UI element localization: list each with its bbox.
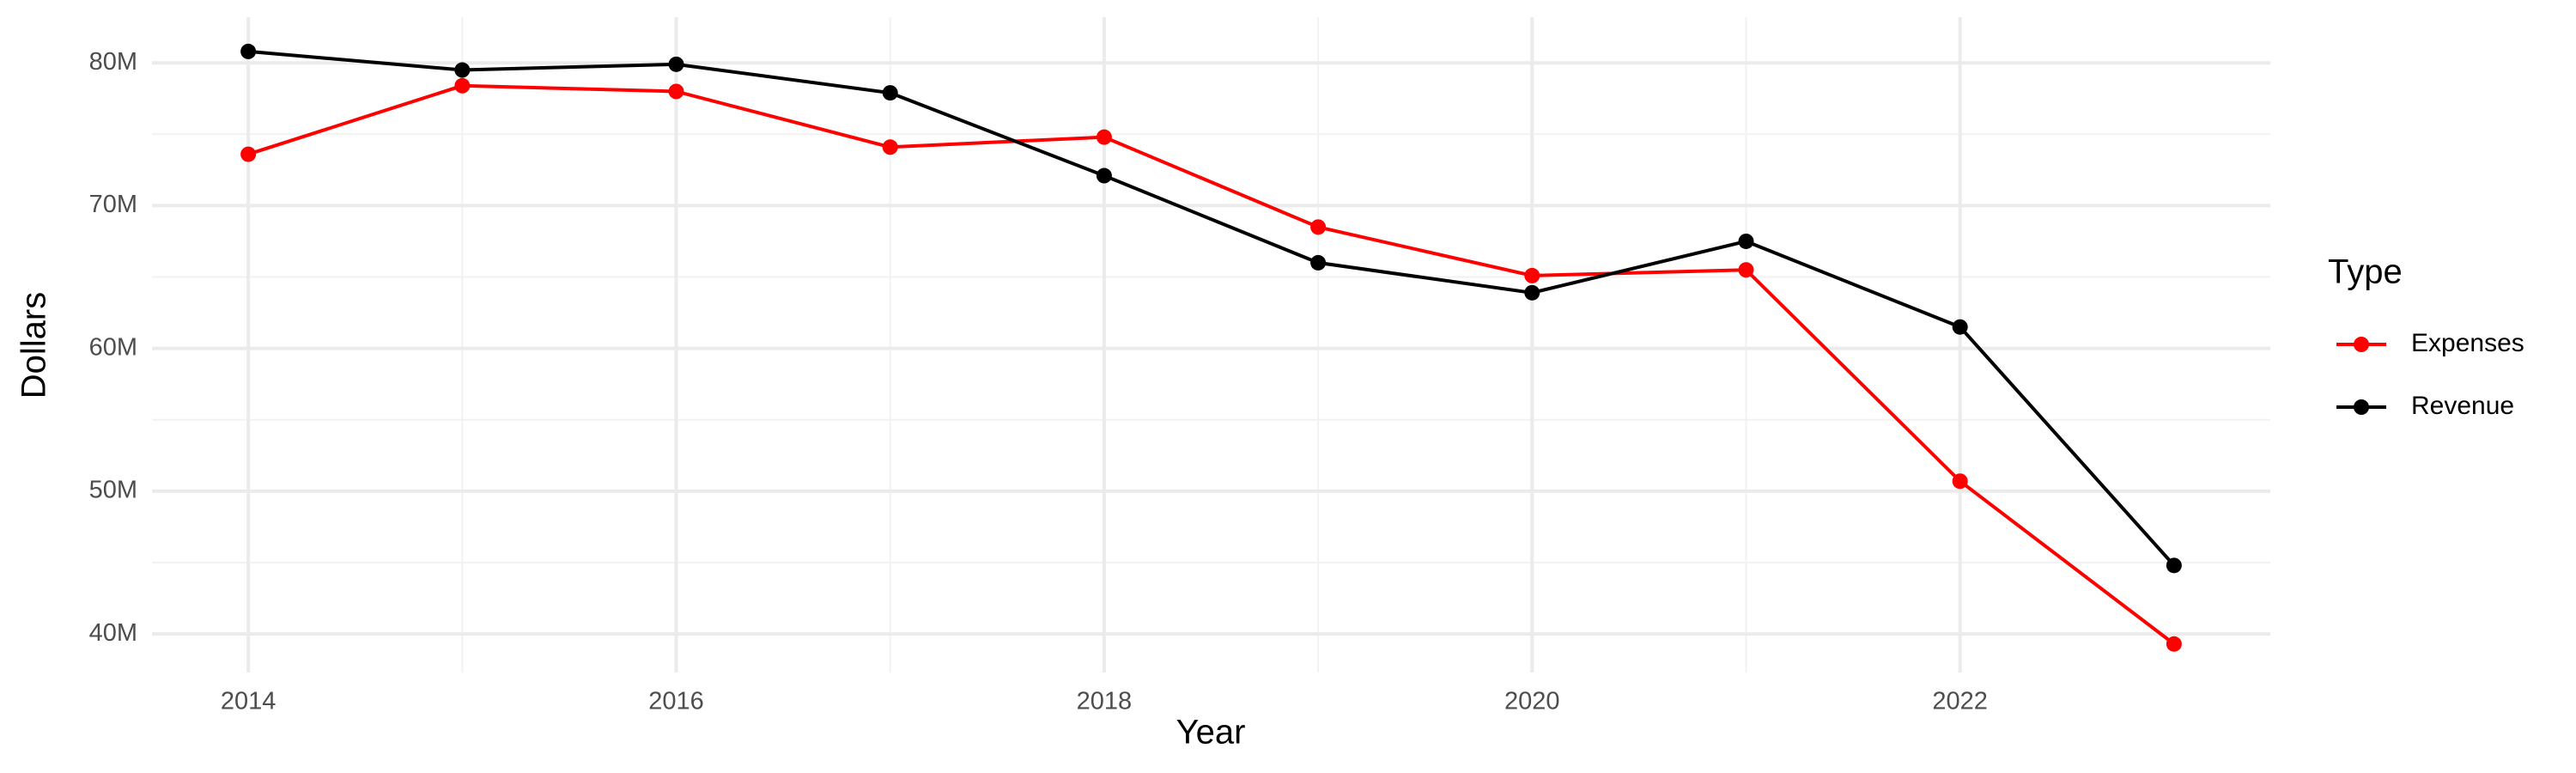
point — [1738, 262, 1754, 278]
point — [1952, 473, 1968, 490]
point — [454, 62, 471, 78]
point — [882, 85, 898, 101]
legend-point — [2354, 337, 2369, 352]
x-axis-title: Year — [1176, 714, 1246, 752]
point — [1096, 129, 1112, 145]
x-tick-label: 2022 — [1932, 688, 1988, 715]
y-tick-label: 40M — [89, 619, 137, 647]
point — [668, 56, 684, 72]
point — [1738, 233, 1754, 249]
y-tick-label: 50M — [89, 477, 137, 504]
point — [454, 77, 471, 94]
point — [1310, 254, 1327, 271]
point — [1952, 319, 1968, 335]
x-tick-label: 2018 — [1077, 688, 1133, 715]
point — [882, 139, 898, 155]
point — [1524, 267, 1540, 283]
y-tick-label: 80M — [89, 48, 137, 76]
point — [668, 83, 684, 100]
legend-point — [2354, 399, 2369, 415]
point — [1524, 284, 1540, 301]
point — [2166, 636, 2182, 652]
x-tick-label: 2016 — [648, 688, 704, 715]
series-line — [247, 83, 2176, 646]
x-tick-label: 2020 — [1504, 688, 1560, 715]
y-tick-label: 70M — [89, 191, 137, 218]
point — [1310, 219, 1327, 235]
point — [1096, 167, 1112, 184]
x-tick-label: 2014 — [221, 688, 276, 715]
point — [240, 146, 257, 162]
legend-title: Type — [2328, 253, 2403, 291]
point — [2166, 557, 2182, 574]
y-tick-label: 60M — [89, 333, 137, 361]
y-axis-title: Dollars — [15, 292, 53, 399]
legend-label: Revenue — [2411, 392, 2514, 420]
point — [240, 43, 257, 59]
legend-label: Expenses — [2411, 329, 2524, 357]
series-line — [247, 49, 2176, 567]
